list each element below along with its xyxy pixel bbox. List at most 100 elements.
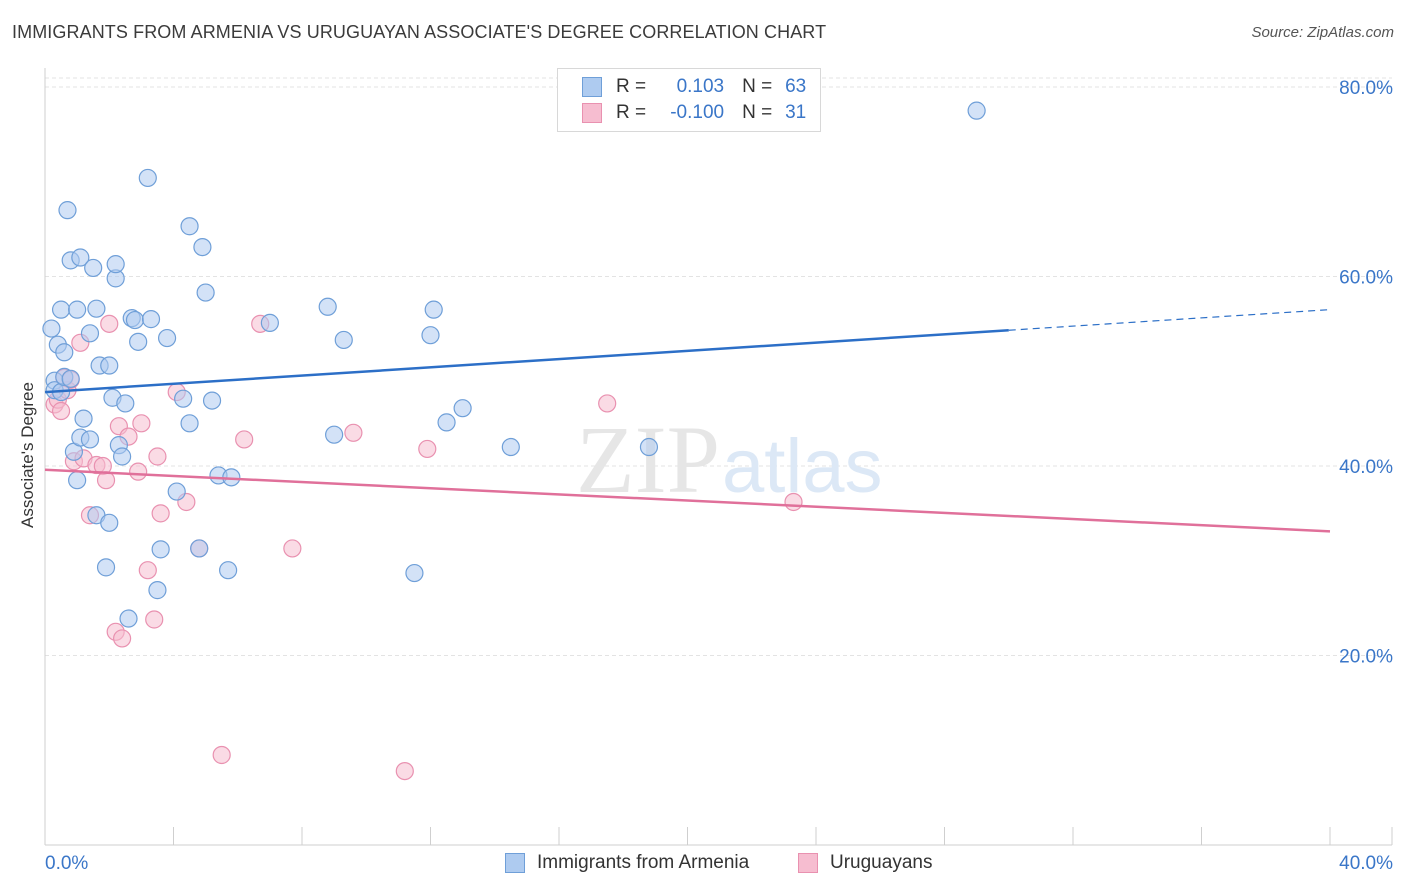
uruguayans-point <box>344 423 363 442</box>
armenia-point <box>51 300 71 319</box>
series-legend: Immigrants from Armenia Uruguayans <box>0 852 1406 878</box>
armenia-point <box>151 540 170 559</box>
armenia-point <box>174 389 193 408</box>
legend-item-armenia[interactable]: Immigrants from Armenia <box>505 852 749 874</box>
tick-labels: 20.0% 40.0% 60.0% 80.0% 0.0% 40.0% <box>45 78 1393 874</box>
zipatlas-watermark: ZIP atlas <box>576 406 883 513</box>
armenia-point <box>157 328 177 348</box>
armenia-point <box>219 561 238 580</box>
armenia-point <box>437 413 456 432</box>
armenia-point <box>639 437 659 457</box>
armenia-point <box>100 356 119 375</box>
armenia-point <box>334 330 353 350</box>
armenia-point <box>42 319 61 338</box>
legend-swatch-blue <box>582 77 602 97</box>
uruguayans-point <box>283 539 302 558</box>
y-tick-label: 20.0% <box>1339 646 1393 667</box>
armenia-trend-line <box>44 328 1009 394</box>
armenia-point <box>80 324 100 343</box>
uruguayans-point <box>395 761 414 781</box>
armenia-point <box>501 437 520 457</box>
armenia-point <box>193 237 212 257</box>
armenia-point <box>68 471 87 490</box>
legend-n-value: 31 <box>785 102 807 123</box>
armenia-point <box>424 300 443 319</box>
armenia-point <box>106 255 125 274</box>
x-tick-label: 0.0% <box>45 853 88 874</box>
uruguayans-point <box>784 492 803 512</box>
uruguayans-point <box>96 471 116 490</box>
uruguayans-point <box>112 629 132 648</box>
uruguayans-point <box>132 414 151 433</box>
uruguayans-point <box>212 745 231 765</box>
armenia-point <box>967 101 986 120</box>
legend-row-armenia: R = 0.103 N = 63 <box>582 75 806 99</box>
armenia-point <box>405 563 424 583</box>
trend-lines <box>44 309 1331 533</box>
armenia-point <box>96 558 116 577</box>
armenia-trend-extension <box>1008 309 1331 331</box>
armenia-point <box>202 391 222 410</box>
armenia-point <box>421 326 440 345</box>
y-tick-label: 60.0% <box>1339 267 1393 288</box>
uruguayans-trend-line <box>44 468 1331 533</box>
legend-n-value: 63 <box>785 76 807 97</box>
uruguayans-point <box>138 561 157 580</box>
armenia-point <box>453 399 472 418</box>
legend-r-label: R = <box>616 76 647 97</box>
armenia-point <box>180 414 199 433</box>
legend-n-label: N = <box>742 102 773 123</box>
armenia-point <box>84 258 103 278</box>
legend-swatch-pink <box>798 853 818 873</box>
legend-label-armenia: Immigrants from Armenia <box>537 852 750 873</box>
armenia-point <box>61 369 80 388</box>
legend-swatch-pink <box>582 103 602 123</box>
legend-r-value: -0.100 <box>670 102 725 123</box>
armenia-points <box>42 101 986 628</box>
uruguayans-point <box>148 447 167 466</box>
armenia-point <box>196 283 215 302</box>
legend-r-value: 0.103 <box>676 76 725 97</box>
watermark-atlas: atlas <box>722 424 883 509</box>
armenia-point <box>68 300 87 319</box>
chart-source: Source: ZipAtlas.com <box>1251 24 1394 41</box>
armenia-point <box>100 513 119 532</box>
legend-row-uruguayans: R = -0.100 N = 31 <box>582 101 806 125</box>
y-tick-label: 40.0% <box>1339 457 1393 478</box>
legend-swatch-blue <box>505 853 525 873</box>
legend-item-uruguayans[interactable]: Uruguayans <box>798 852 932 874</box>
armenia-point <box>318 297 337 316</box>
armenia-point <box>138 168 157 188</box>
armenia-point <box>74 409 93 428</box>
axes <box>44 68 1393 846</box>
armenia-point <box>325 425 344 444</box>
armenia-point <box>71 248 90 267</box>
legend-r-label: R = <box>616 102 647 123</box>
y-tick-label: 80.0% <box>1339 78 1393 99</box>
x-tick-label: 40.0% <box>1339 853 1393 874</box>
armenia-point <box>119 609 138 628</box>
armenia-point <box>260 313 279 332</box>
correlation-legend: R = 0.103 N = 63 R = -0.100 N = 31 <box>557 68 821 132</box>
armenia-point <box>129 332 148 351</box>
armenia-point <box>58 201 77 220</box>
uruguayans-point <box>145 610 164 629</box>
uruguayans-point <box>235 430 254 449</box>
uruguayans-point <box>129 462 148 481</box>
armenia-point <box>116 394 135 413</box>
y-axis-label: Associate's Degree <box>18 382 37 528</box>
uruguayans-point <box>151 504 170 523</box>
armenia-point <box>80 430 100 449</box>
armenia-point <box>87 299 106 318</box>
gridlines <box>45 77 1392 656</box>
armenia-point <box>112 447 132 466</box>
armenia-point <box>180 217 199 236</box>
chart-title: IMMIGRANTS FROM ARMENIA VS URUGUAYAN ASS… <box>12 22 827 42</box>
uruguayans-point <box>51 401 71 421</box>
armenia-point <box>167 482 186 501</box>
armenia-point <box>190 539 209 558</box>
uruguayans-point <box>598 394 617 413</box>
armenia-point <box>141 310 161 329</box>
armenia-point <box>125 310 145 330</box>
